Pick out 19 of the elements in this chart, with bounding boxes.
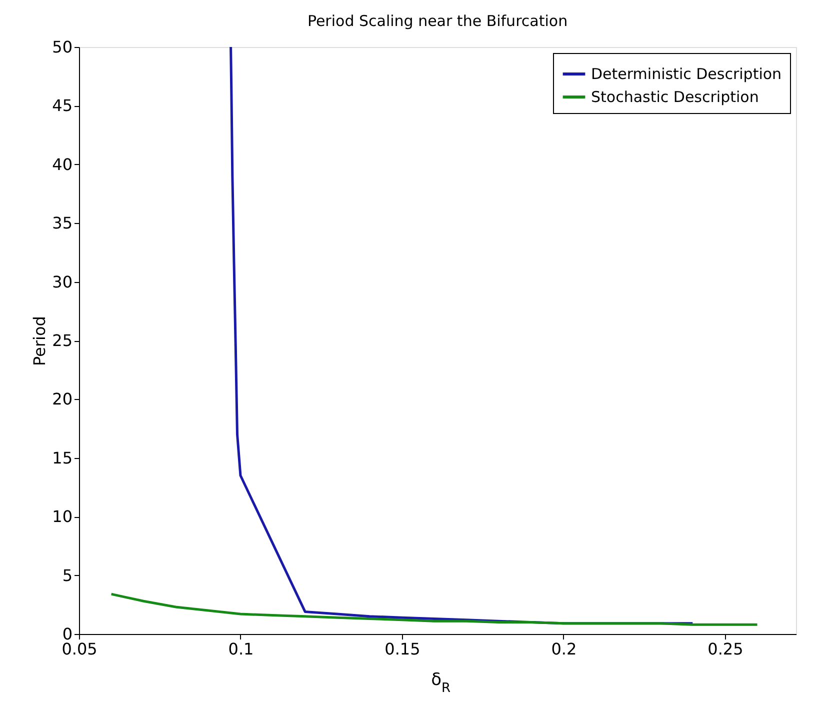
y-tick-label: 30 [52, 272, 72, 292]
y-tick-label: 15 [52, 448, 72, 468]
y-tick-label: 50 [52, 38, 72, 56]
y-tick-label: 10 [52, 507, 72, 526]
y-tick-label: 40 [52, 154, 72, 174]
x-tick-label: 0.15 [384, 640, 420, 658]
legend-label: Stochastic Description [591, 88, 759, 106]
y-tick-label: 5 [62, 566, 72, 585]
y-tick-label: 25 [52, 331, 72, 350]
line-series [110, 592, 758, 626]
y-tick-label: 35 [52, 214, 72, 233]
chart-title: Period Scaling near the Bifurcation [307, 12, 568, 30]
x-tick-label: 0.2 [551, 640, 577, 658]
y-tick-label: 20 [52, 390, 72, 409]
y-axis-title: Period [30, 316, 50, 366]
legend-label: Deterministic Description [591, 65, 782, 83]
x-tick-label: 0.25 [708, 640, 744, 658]
y-tick-label: 45 [52, 96, 72, 116]
x-tick-label: 0.1 [228, 640, 254, 658]
